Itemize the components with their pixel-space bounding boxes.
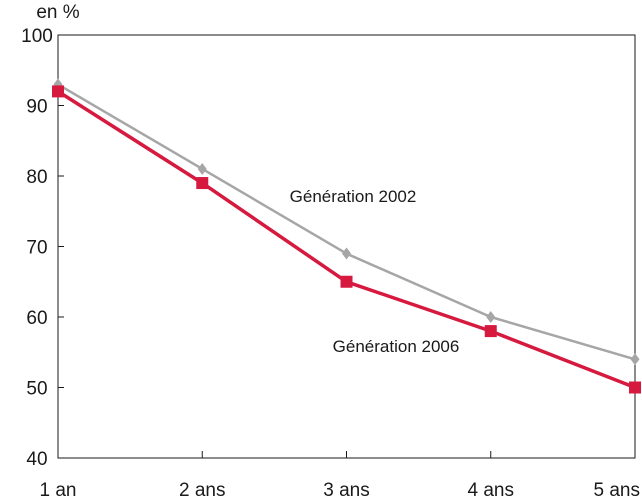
x-tick-label: 1 an xyxy=(40,480,77,500)
data-point-2006 xyxy=(340,275,353,288)
y-tick-label: 80 xyxy=(26,167,47,188)
y-tick-label: 70 xyxy=(26,238,47,259)
series-label-2002: Génération 2002 xyxy=(290,187,417,206)
data-point-2006 xyxy=(484,325,497,338)
data-point-2002 xyxy=(342,247,351,260)
y-axis-unit-label: en % xyxy=(36,2,79,23)
data-point-2002 xyxy=(486,311,496,323)
data-point-2002 xyxy=(630,353,640,366)
y-tick-label: 90 xyxy=(26,97,47,118)
plot-frame xyxy=(57,34,636,459)
y-tick-label: 40 xyxy=(26,449,47,470)
axis-ticks: 40 50 60 70 80 90 100 1 an 2 ans 3 ans 4 ans 5 ans xyxy=(21,26,640,500)
series-line-2002 xyxy=(57,83,636,361)
data-point-2006 xyxy=(629,381,641,394)
x-tick-label: 5 ans xyxy=(594,480,640,500)
series-layer xyxy=(52,78,641,394)
x-tick-label: 4 ans xyxy=(468,480,514,500)
series-label-2006: Génération 2006 xyxy=(333,337,460,356)
y-tick-label: 100 xyxy=(21,26,53,47)
x-tick-label: 3 ans xyxy=(323,480,369,500)
y-tick-label: 60 xyxy=(26,308,47,329)
plot-border xyxy=(57,34,636,459)
data-point-2006 xyxy=(52,85,64,98)
data-point-2006 xyxy=(196,177,209,190)
data-point-2002 xyxy=(197,162,207,175)
y-tick-label: 50 xyxy=(26,379,47,400)
x-tick-label: 2 ans xyxy=(179,480,225,500)
